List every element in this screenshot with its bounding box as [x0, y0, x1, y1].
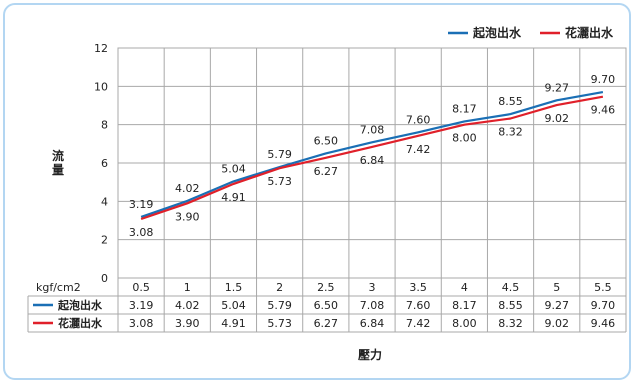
table-value: 4.02	[175, 299, 200, 312]
data-label: 3.90	[175, 210, 200, 223]
y-tick-label: 0	[101, 272, 108, 285]
table-series-name: 花灑出水	[58, 316, 103, 330]
y-tick-label: 10	[94, 80, 108, 93]
table-value: 7.08	[360, 299, 385, 312]
table-value: 8.00	[452, 317, 477, 330]
data-label: 3.08	[129, 226, 154, 239]
data-label: 9.27	[544, 81, 569, 94]
data-label: 6.84	[360, 154, 385, 167]
x-tick-label: 0.5	[132, 281, 150, 294]
x-tick-label: 5	[553, 281, 560, 294]
table-value: 7.42	[406, 317, 431, 330]
data-label: 5.04	[221, 162, 246, 175]
y-tick-label: 12	[94, 42, 108, 55]
data-label: 7.42	[406, 143, 431, 156]
x-tick-label: 4	[461, 281, 468, 294]
data-label: 3.19	[129, 198, 154, 211]
x-tick-label: 3	[369, 281, 376, 294]
y-tick-label: 8	[101, 119, 108, 132]
table-value: 6.50	[314, 299, 339, 312]
table-value: 6.27	[314, 317, 339, 330]
data-label: 8.17	[452, 102, 477, 115]
data-label: 7.08	[360, 123, 385, 136]
x-tick-label: 3.5	[409, 281, 427, 294]
data-label: 9.46	[591, 104, 616, 117]
data-label: 9.02	[544, 112, 569, 125]
x-axis-label: 壓力	[358, 347, 382, 362]
legend-label: 起泡出水	[472, 25, 522, 40]
table-value: 8.17	[452, 299, 477, 312]
table-value: 3.19	[129, 299, 154, 312]
x-tick-label: 1.5	[225, 281, 243, 294]
table-value: 5.73	[267, 317, 292, 330]
table-value: 9.70	[591, 299, 616, 312]
table-value: 9.27	[544, 299, 569, 312]
table-value: 3.90	[175, 317, 200, 330]
y-axis-label: 量	[52, 163, 64, 177]
y-tick-label: 6	[101, 157, 108, 170]
x-tick-label: 2.5	[317, 281, 335, 294]
series-line	[140, 95, 604, 221]
data-label: 6.50	[314, 134, 339, 147]
table-series-name: 起泡出水	[57, 298, 103, 312]
legend-label: 花灑出水	[565, 25, 614, 40]
data-label: 5.79	[267, 148, 292, 161]
data-label: 5.73	[267, 175, 292, 188]
data-label: 8.55	[498, 95, 523, 108]
table-value: 9.46	[591, 317, 616, 330]
data-label: 8.32	[498, 126, 523, 139]
x-tick-label: 5.5	[594, 281, 612, 294]
series-line	[140, 91, 604, 218]
data-label: 4.91	[221, 191, 246, 204]
table-value: 9.02	[544, 317, 569, 330]
x-tick-label: 4.5	[502, 281, 520, 294]
x-unit-label: kgf/cm2	[36, 281, 81, 294]
y-axis-label: 流	[52, 148, 64, 163]
data-label: 9.70	[591, 73, 616, 86]
y-tick-label: 4	[101, 195, 108, 208]
table-value: 4.91	[221, 317, 246, 330]
y-tick-label: 2	[101, 234, 108, 247]
data-label: 4.02	[175, 182, 200, 195]
x-tick-label: 2	[276, 281, 283, 294]
data-label: 8.00	[452, 132, 477, 145]
table-value: 5.79	[267, 299, 292, 312]
table-value: 6.84	[360, 317, 385, 330]
table-value: 7.60	[406, 299, 431, 312]
data-label: 6.27	[314, 165, 339, 178]
x-tick-label: 1	[184, 281, 191, 294]
table-value: 3.08	[129, 317, 154, 330]
data-label: 7.60	[406, 113, 431, 126]
table-value: 5.04	[221, 299, 246, 312]
table-value: 8.32	[498, 317, 523, 330]
table-value: 8.55	[498, 299, 523, 312]
